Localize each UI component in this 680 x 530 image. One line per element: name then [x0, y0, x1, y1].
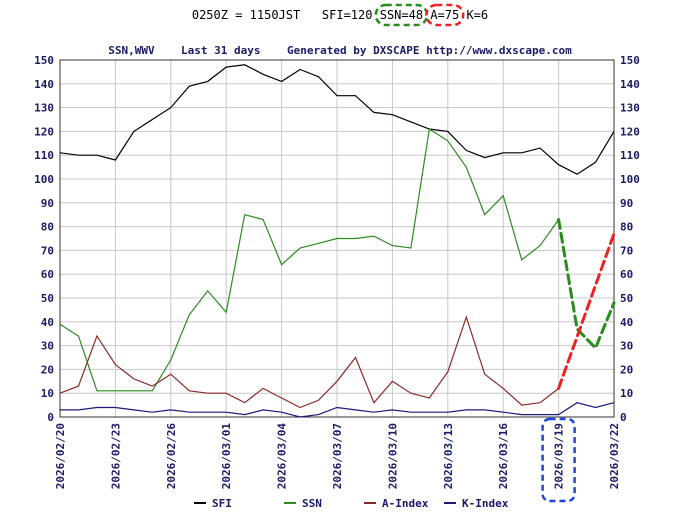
header-line: 0250Z = 1150JST SFI=120 SSN=48 A=75 K=6	[0, 8, 680, 22]
y-tick-label-right: 110	[620, 149, 640, 162]
dashed-annotation-line	[557, 218, 616, 351]
header-sfi: SFI=120	[321, 8, 373, 22]
y-tick-label-right: 100	[620, 173, 640, 186]
header-k: K=6	[466, 8, 489, 22]
x-tick-label: 2026/03/01	[220, 423, 233, 490]
dashed-highlight-ellipse	[374, 3, 429, 27]
x-tick-label: 2026/02/26	[165, 423, 178, 490]
y-tick-label-left: 110	[34, 149, 54, 162]
y-tick-label-right: 70	[620, 244, 633, 257]
legend-label-sfi: SFI	[212, 497, 232, 510]
dashed-highlight-ellipse	[425, 3, 465, 27]
y-tick-label-right: 80	[620, 221, 633, 234]
x-tick-label: 2026/03/19	[553, 423, 566, 489]
y-tick-label-left: 130	[34, 102, 54, 115]
x-tick-label: 2026/02/23	[109, 423, 122, 489]
legend-label-a-index: A-Index	[382, 497, 429, 510]
header-ssn: SSN=48	[379, 8, 424, 22]
y-tick-label-right: 50	[620, 292, 633, 305]
series-line-a-index	[59, 315, 559, 409]
dashed-annotation-line	[557, 232, 616, 390]
y-tick-label-left: 60	[41, 268, 54, 281]
axes: 0 0 10 10 20 20 30 30 40 40 50 50 60 60 70 70 80 80 90 90 10…	[34, 54, 640, 489]
y-tick-label-left: 80	[41, 221, 54, 234]
y-tick-label-right: 130	[620, 102, 640, 115]
legend-label-ssn: SSN	[302, 497, 322, 510]
y-tick-label-right: 60	[620, 268, 633, 281]
y-tick-label-left: 90	[41, 197, 54, 210]
y-tick-label-right: 30	[620, 340, 633, 353]
x-tick-label: 2026/03/10	[386, 423, 399, 489]
legend-label-k-index: K-Index	[462, 497, 509, 510]
chart-title: SSN,WWV Last 31 days Generated by DXSCAP…	[108, 44, 572, 57]
x-tick-label: 2026/03/22	[608, 423, 621, 489]
y-tick-label-left: 100	[34, 173, 54, 186]
y-tick-label-right: 150	[620, 54, 640, 67]
y-tick-label-right: 20	[620, 363, 633, 376]
y-tick-label-right: 120	[620, 125, 640, 138]
y-tick-label-left: 140	[34, 78, 54, 91]
x-tick-label: 2026/03/13	[442, 423, 455, 489]
y-tick-label-left: 30	[41, 340, 54, 353]
y-tick-label-left: 10	[41, 387, 54, 400]
x-tick-label: 2026/03/07	[331, 423, 344, 489]
y-tick-label-left: 150	[34, 54, 54, 67]
y-tick-label-right: 140	[620, 78, 640, 91]
y-tick-label-left: 20	[41, 363, 54, 376]
y-tick-label-right: 0	[620, 411, 627, 424]
series-line-k-index	[60, 402, 615, 418]
series	[59, 64, 615, 418]
y-tick-label-right: 40	[620, 316, 633, 329]
x-tick-label: 2026/02/20	[54, 423, 67, 489]
x-tick-label: 2026/03/16	[497, 423, 510, 490]
legend: SFI SSN A-Index K-Index	[194, 497, 509, 510]
annotations	[374, 3, 616, 503]
header-time: 0250Z = 1150JST	[191, 8, 301, 22]
dashed-highlight-box	[541, 417, 576, 503]
y-tick-label-right: 90	[620, 197, 633, 210]
plot-frame	[59, 59, 615, 418]
y-tick-label-left: 40	[41, 316, 54, 329]
header-a: A=75	[430, 8, 460, 22]
x-tick-label: 2026/03/04	[276, 423, 289, 490]
y-tick-label-left: 120	[34, 125, 54, 138]
series-line-ssn	[59, 127, 560, 392]
y-tick-label-left: 0	[47, 411, 54, 424]
y-tick-label-left: 50	[41, 292, 54, 305]
y-tick-label-left: 70	[41, 244, 54, 257]
y-tick-label-right: 10	[620, 387, 633, 400]
series-line-sfi	[59, 64, 615, 175]
